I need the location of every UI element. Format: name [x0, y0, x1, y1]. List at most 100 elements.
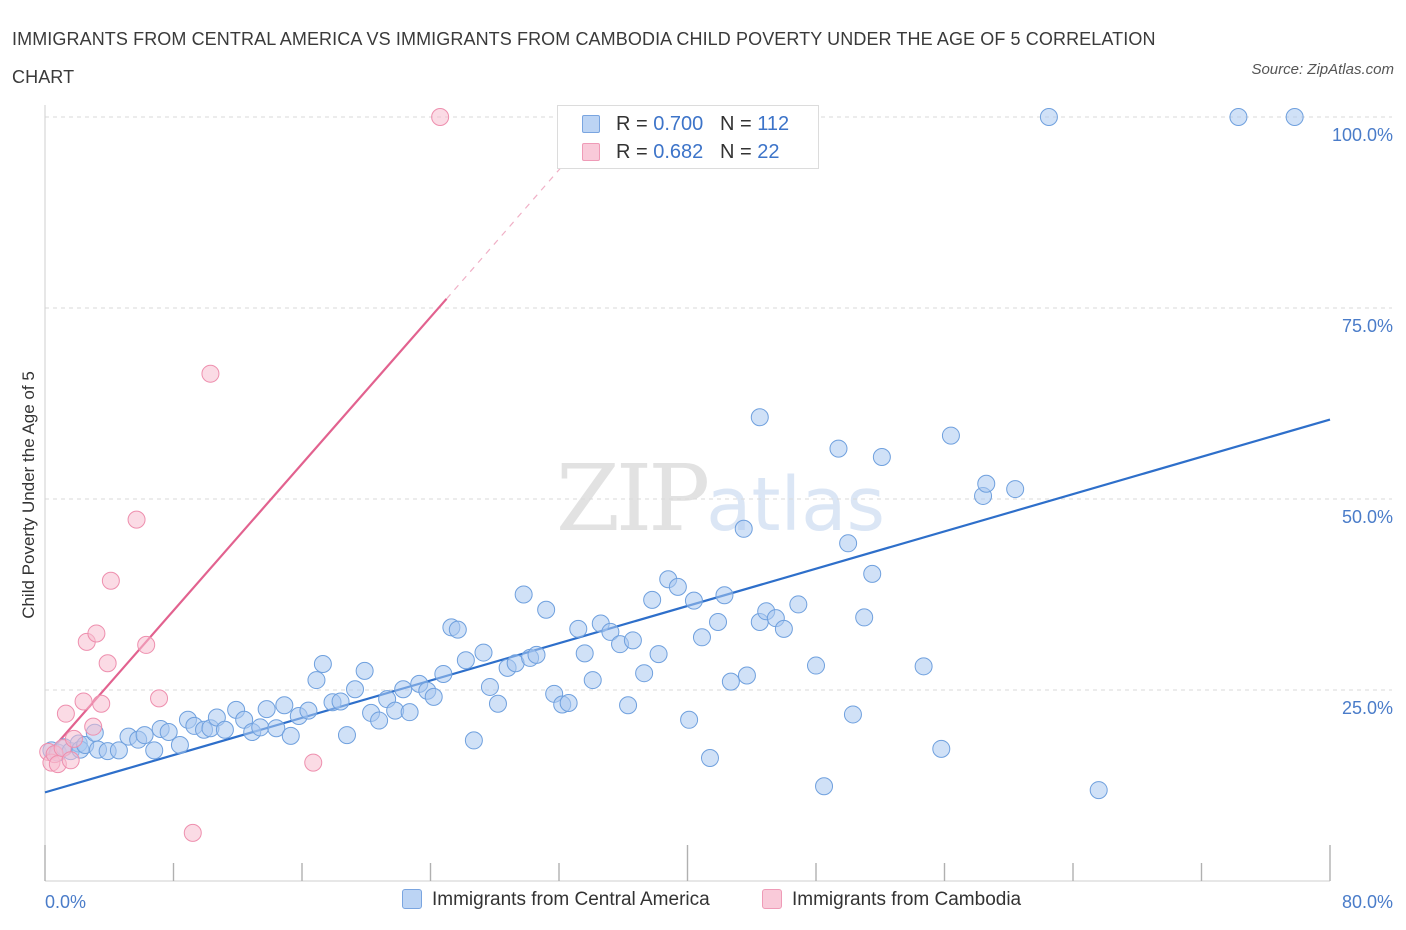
point-central-america-93 — [774, 619, 793, 638]
point-central-america-102 — [872, 447, 891, 466]
point-central-america-84 — [709, 613, 728, 632]
point-central-america-94 — [789, 595, 808, 614]
point-central-america-37 — [331, 692, 350, 711]
point-central-america-107 — [977, 474, 996, 493]
point-cambodia-20 — [304, 753, 323, 772]
point-central-america-62 — [527, 645, 546, 664]
point-central-america-83 — [700, 748, 719, 767]
legend-swatch-central-america — [402, 889, 422, 909]
central-america-swatch — [582, 115, 600, 133]
point-central-america-89 — [750, 408, 769, 427]
point-central-america-49 — [424, 687, 443, 706]
y-axis-label: Child Poverty Under the Age of 5 — [19, 371, 38, 619]
point-central-america-77 — [649, 645, 668, 664]
point-central-america-29 — [267, 719, 286, 738]
point-central-america-54 — [464, 731, 483, 750]
point-central-america-33 — [299, 701, 318, 720]
point-cambodia-12 — [92, 694, 111, 713]
point-central-america-45 — [394, 680, 413, 699]
watermark-atlas: atlas — [706, 462, 885, 548]
point-central-america-81 — [684, 591, 703, 610]
x-tick-label-0: 0.0% — [45, 892, 86, 912]
point-central-america-99 — [843, 705, 862, 724]
point-central-america-17 — [170, 736, 189, 755]
point-central-america-39 — [346, 680, 365, 699]
point-central-america-109 — [1039, 108, 1058, 126]
point-central-america-55 — [474, 643, 493, 662]
y-tick-label-75: 75.0% — [1342, 316, 1393, 336]
point-central-america-30 — [275, 696, 294, 715]
point-cambodia-17 — [150, 689, 169, 708]
point-central-america-75 — [635, 664, 654, 683]
point-central-america-110 — [1089, 781, 1108, 800]
point-central-america-112 — [1285, 108, 1304, 126]
point-central-america-105 — [941, 426, 960, 445]
point-central-america-95 — [807, 656, 825, 675]
point-cambodia-21 — [431, 108, 450, 126]
point-cambodia-10 — [84, 717, 103, 736]
trend-line-cambodia — [44, 298, 448, 758]
point-central-america-35 — [313, 655, 332, 674]
stats-legend: R = 0.700 N = 112 R = 0.682 N = 22 — [557, 105, 819, 169]
point-central-america-86 — [721, 672, 740, 691]
point-central-america-96 — [815, 777, 834, 796]
x-tick-label-80: 80.0% — [1342, 892, 1393, 912]
point-central-america-73 — [619, 696, 638, 715]
point-central-america-108 — [1006, 480, 1025, 499]
trend-lines — [44, 150, 1331, 794]
point-central-america-34 — [307, 671, 326, 690]
point-central-america-42 — [370, 711, 389, 730]
point-central-america-80 — [680, 710, 699, 729]
point-central-america-13 — [135, 726, 154, 745]
point-central-america-57 — [488, 694, 507, 713]
point-central-america-76 — [643, 590, 662, 609]
point-central-america-85 — [715, 586, 734, 605]
point-central-america-104 — [932, 739, 951, 758]
point-central-america-98 — [839, 534, 858, 553]
legend-item-central-america[interactable]: Immigrants from Central America — [402, 889, 710, 915]
legend-swatch-cambodia — [762, 889, 782, 909]
point-central-america-74 — [623, 631, 642, 650]
point-central-america-10 — [109, 741, 128, 760]
y-tick-labels: 25.0% 50.0% 75.0% 100.0% — [1332, 125, 1393, 718]
point-central-america-69 — [583, 671, 602, 690]
chart-title: IMMIGRANTS FROM CENTRAL AMERICA VS IMMIG… — [12, 29, 1156, 87]
point-cambodia-7 — [64, 729, 83, 748]
point-cambodia-19 — [201, 364, 220, 383]
point-central-america-67 — [569, 619, 588, 638]
point-central-america-60 — [514, 585, 533, 604]
source-credit: Source: ZipAtlas.com — [1251, 61, 1394, 78]
point-cambodia-18 — [183, 823, 202, 842]
point-central-america-71 — [601, 622, 620, 641]
legend-label-central-america: Immigrants from Central America — [432, 889, 710, 910]
legend-item-cambodia[interactable]: Immigrants from Cambodia — [762, 889, 1021, 915]
point-central-america-68 — [575, 644, 594, 663]
point-central-america-38 — [337, 726, 356, 745]
point-central-america-79 — [668, 577, 687, 596]
grid-lines — [45, 116, 1392, 691]
point-cambodia-5 — [56, 704, 75, 723]
point-central-america-82 — [692, 628, 711, 647]
point-central-america-87 — [734, 519, 753, 538]
point-central-america-103 — [914, 657, 933, 676]
point-cambodia-13 — [98, 654, 117, 673]
point-central-america-56 — [480, 677, 499, 696]
y-tick-label-100: 100.0% — [1332, 125, 1393, 145]
point-central-america-46 — [400, 703, 419, 722]
point-cambodia-15 — [127, 510, 146, 529]
point-central-america-100 — [855, 608, 874, 627]
point-cambodia-8 — [74, 692, 93, 711]
point-central-america-53 — [456, 651, 475, 670]
point-central-america-40 — [355, 661, 374, 680]
point-central-america-50 — [434, 664, 453, 683]
trend-line-cambodia-extension — [446, 150, 576, 300]
point-central-america-31 — [281, 726, 300, 745]
point-cambodia-14 — [101, 571, 120, 590]
legend-label-cambodia: Immigrants from Cambodia — [792, 889, 1022, 910]
y-tick-label-25: 25.0% — [1342, 698, 1393, 718]
stats-text-cambodia: R = 0.682 N = 22 — [616, 141, 780, 163]
point-cambodia-11 — [87, 624, 106, 643]
data-points — [39, 108, 1304, 842]
axes — [44, 105, 1331, 882]
